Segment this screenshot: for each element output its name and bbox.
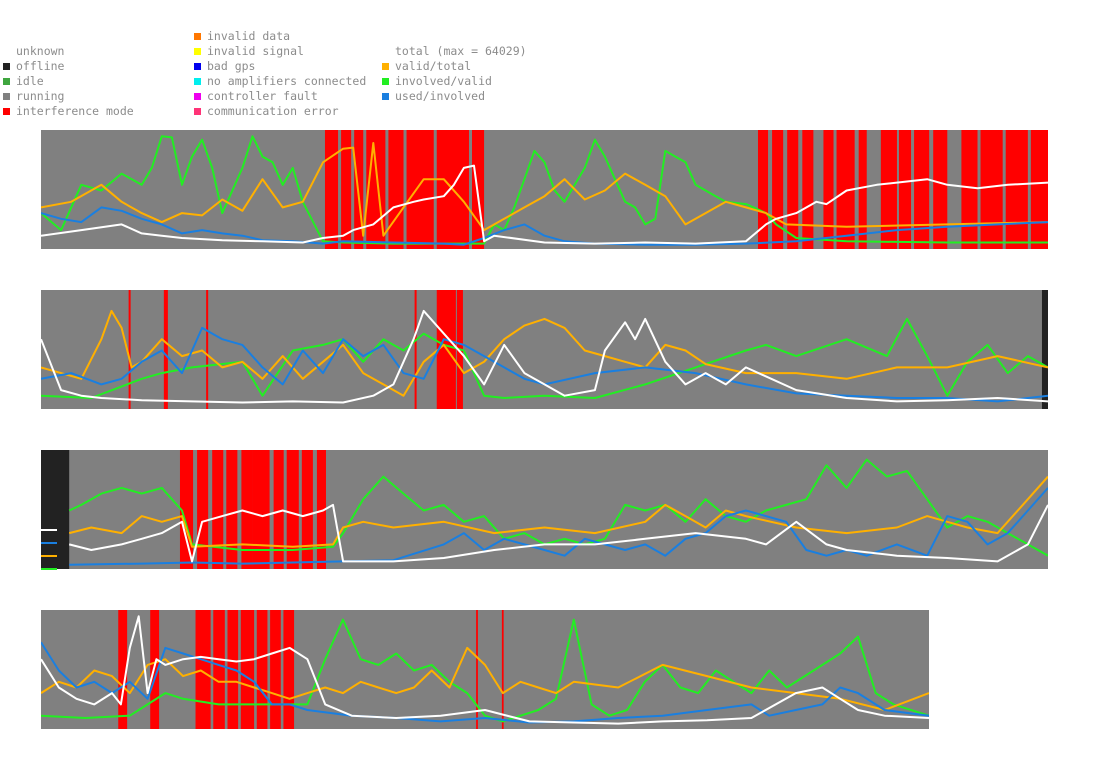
interference-span bbox=[898, 130, 912, 249]
interference-span bbox=[823, 130, 834, 249]
chart-panel bbox=[41, 130, 1048, 249]
interference-span bbox=[270, 610, 281, 729]
panel-background bbox=[41, 290, 1048, 409]
interference-span bbox=[933, 130, 948, 249]
legend-swatch bbox=[194, 78, 201, 85]
legend-swatch bbox=[382, 78, 389, 85]
legend-label: running bbox=[16, 89, 65, 103]
interference-span bbox=[772, 130, 784, 249]
panel-background bbox=[41, 130, 1048, 249]
interference-span bbox=[241, 450, 253, 569]
interference-span bbox=[118, 610, 128, 729]
legend-swatch bbox=[3, 93, 10, 100]
interference-span bbox=[212, 450, 224, 569]
legend-label: total (max = 64029) bbox=[395, 44, 527, 58]
legend-swatch bbox=[194, 63, 201, 70]
interference-span bbox=[802, 130, 814, 249]
legend-label: involved/valid bbox=[395, 74, 492, 88]
legend-swatch bbox=[382, 93, 389, 100]
series-line-valid-total bbox=[41, 646, 929, 711]
interference-span bbox=[197, 450, 209, 569]
series-group bbox=[41, 135, 1048, 246]
legend-swatch bbox=[382, 63, 389, 70]
legend-label: unknown bbox=[16, 44, 65, 58]
legend-swatch bbox=[194, 48, 201, 55]
legend-label: communication error bbox=[207, 104, 339, 118]
series-group bbox=[41, 615, 929, 725]
series-line-valid-total bbox=[41, 142, 1048, 237]
offline-span bbox=[1041, 290, 1048, 409]
legend-label: used/involved bbox=[395, 89, 486, 103]
interference-span bbox=[880, 130, 897, 249]
legend-swatch bbox=[194, 33, 201, 40]
chart-panel bbox=[41, 290, 1048, 409]
interference-span bbox=[324, 130, 339, 249]
series-line-involved-valid bbox=[41, 317, 1048, 399]
legend-label: invalid signal bbox=[207, 44, 304, 58]
interference-span bbox=[914, 130, 930, 249]
series-line-used-involved bbox=[69, 487, 1048, 566]
interference-span bbox=[316, 450, 326, 569]
interference-span bbox=[256, 610, 268, 729]
interference-span bbox=[163, 290, 168, 409]
series-group bbox=[68, 458, 1048, 566]
series-line-used-involved bbox=[41, 206, 1048, 246]
interference-span bbox=[240, 610, 255, 729]
interference-span bbox=[961, 130, 978, 249]
series-line-total bbox=[41, 615, 929, 725]
legend-label: bad gps bbox=[207, 59, 256, 73]
interference-span bbox=[501, 610, 504, 729]
panel-background bbox=[41, 610, 929, 729]
offline-span bbox=[41, 450, 70, 569]
interference-span bbox=[757, 130, 769, 249]
interference-span bbox=[226, 450, 238, 569]
interference-span bbox=[980, 130, 1003, 249]
legend-label: interference mode bbox=[16, 104, 134, 118]
interference-span bbox=[301, 450, 313, 569]
legend-swatch bbox=[3, 63, 10, 70]
interference-span bbox=[1030, 130, 1048, 249]
series-group bbox=[41, 309, 1048, 404]
interference-span bbox=[128, 290, 131, 409]
legend-swatch bbox=[194, 108, 201, 115]
legend-swatch bbox=[3, 78, 10, 85]
interference-span bbox=[1005, 130, 1028, 249]
chart-panel bbox=[41, 450, 1048, 570]
interference-span bbox=[836, 130, 855, 249]
interference-span bbox=[213, 610, 225, 729]
legend-label: valid/total bbox=[395, 59, 472, 73]
interference-span bbox=[283, 610, 295, 729]
series-line-used-involved bbox=[41, 326, 1048, 403]
interference-span bbox=[787, 130, 799, 249]
series-line-total bbox=[68, 503, 1048, 563]
legend-swatch bbox=[194, 93, 201, 100]
series-line-total bbox=[41, 164, 1048, 245]
interference-span bbox=[273, 450, 284, 569]
series-line-involved-valid bbox=[41, 135, 1048, 245]
interference-span bbox=[414, 290, 417, 409]
legend-label: controller fault bbox=[207, 89, 318, 103]
interference-span bbox=[406, 130, 434, 249]
chart-panel bbox=[41, 610, 929, 729]
interference-span bbox=[388, 130, 404, 249]
series-line-total bbox=[41, 309, 1048, 404]
series-line-valid-total bbox=[68, 475, 1048, 548]
series-line-involved-valid bbox=[41, 618, 929, 723]
legend-label: idle bbox=[16, 74, 44, 88]
legend-label: no amplifiers connected bbox=[207, 74, 367, 88]
interference-span bbox=[195, 610, 211, 729]
interference-span bbox=[286, 450, 299, 569]
interference-span bbox=[858, 130, 867, 249]
interference-span bbox=[206, 290, 209, 409]
interference-span bbox=[252, 450, 270, 569]
legend-label: invalid data bbox=[207, 29, 291, 43]
interference-span bbox=[341, 130, 352, 249]
legend-swatch bbox=[3, 108, 10, 115]
legend-label: offline bbox=[16, 59, 65, 73]
interference-span bbox=[476, 610, 478, 729]
